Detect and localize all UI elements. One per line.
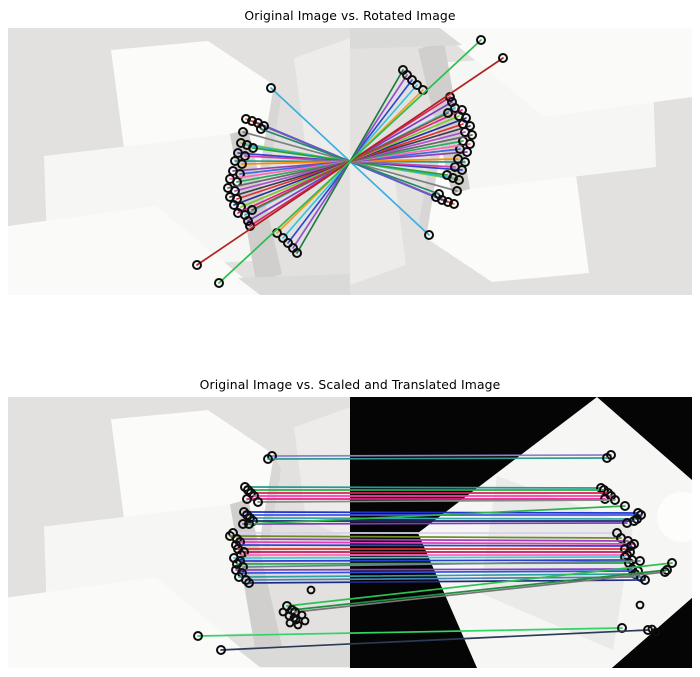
keypoint-marker [651, 627, 661, 637]
keypoint-marker [407, 75, 417, 85]
keypoint-marker [600, 494, 610, 504]
figure1-matches [192, 35, 508, 288]
match-line [242, 560, 641, 568]
figure1-match-canvas [8, 28, 692, 295]
match-line [249, 517, 638, 520]
match-line [218, 39, 482, 284]
keypoint-marker [620, 501, 630, 511]
match-line [239, 559, 633, 562]
keypoint-marker [443, 197, 453, 207]
keypoint-marker [447, 97, 457, 107]
keypoint-marker [247, 205, 257, 215]
keypoint-marker [292, 248, 302, 258]
keypoint-marker [216, 645, 226, 655]
keypoint-marker [214, 278, 224, 288]
keypoint-marker [248, 143, 258, 153]
keypoint-marker [635, 600, 645, 610]
keypoint-marker [622, 518, 632, 528]
match-line [241, 570, 639, 574]
keypoint-marker [244, 578, 254, 588]
match-line [291, 569, 668, 611]
match-line [257, 499, 616, 503]
keypoint-marker [238, 127, 248, 137]
right-pale-sheet [294, 407, 350, 539]
keypoint-marker [452, 186, 462, 196]
keypoint-marker [238, 519, 248, 529]
figure1-title: Original Image vs. Rotated Image [244, 8, 456, 23]
keypoint-marker [242, 494, 252, 504]
match-line [242, 522, 628, 525]
keypoint-marker [192, 260, 202, 270]
black-top-right-notch [640, 400, 692, 470]
keypoint-marker [498, 53, 508, 63]
match-line [235, 568, 633, 571]
keypoint-marker [640, 575, 650, 585]
match-line [244, 486, 602, 489]
match-line [286, 562, 673, 607]
match-line [248, 505, 626, 525]
keypoint-marker [237, 159, 247, 169]
bottom-white-sheet [436, 28, 692, 117]
match-line [243, 511, 639, 514]
match-line [229, 535, 622, 539]
original-image [8, 397, 350, 668]
bottom-right-shade [238, 274, 350, 295]
match-line [233, 556, 626, 559]
original-image-left [8, 397, 350, 668]
keypoint-marker [236, 138, 246, 148]
match-line [267, 457, 608, 460]
right-pale-sheet [294, 38, 350, 168]
match-line [245, 576, 642, 581]
match-line [239, 541, 635, 545]
keypoint-marker [306, 585, 316, 595]
figure2-match-canvas [8, 397, 692, 668]
match-line [294, 571, 666, 613]
paper-curl [657, 492, 692, 542]
keypoint-marker [454, 175, 464, 185]
keypoint-marker [434, 189, 444, 199]
keypoint-marker [247, 116, 257, 126]
keypoint-marker [424, 230, 434, 240]
keypoint-marker [398, 65, 408, 75]
keypoint-marker [278, 607, 288, 617]
keypoint-marker [662, 565, 672, 575]
match-line [235, 544, 632, 547]
keypoint-marker [263, 454, 273, 464]
keypoint-marker [453, 154, 463, 164]
bottom-right-shade [238, 645, 350, 668]
keypoint-marker [256, 124, 266, 134]
keypoint-marker [610, 495, 620, 505]
keypoint-marker [643, 625, 653, 635]
keypoint-marker [278, 233, 288, 243]
keypoint-marker [412, 80, 422, 90]
figure2-matches [193, 450, 677, 655]
keypoint-marker [442, 170, 452, 180]
bottom-white-sheet [8, 206, 264, 295]
keypoint-marker [243, 216, 253, 226]
keypoint-marker [667, 558, 677, 568]
match-line [220, 629, 649, 651]
match-line [271, 454, 612, 457]
keypoint-marker [476, 35, 486, 45]
match-line [197, 627, 623, 637]
keypoint-marker [253, 497, 263, 507]
right-pale-sheet [350, 155, 406, 285]
keypoint-marker [602, 453, 612, 463]
keypoint-marker [193, 631, 203, 641]
keypoint-marker [449, 199, 459, 209]
keypoint-marker [443, 108, 453, 118]
keypoint-marker [293, 620, 303, 630]
keypoint-marker [241, 114, 251, 124]
keypoint-marker [289, 613, 299, 623]
bottom-white-sheet [8, 577, 264, 668]
keypoint-marker [635, 556, 645, 566]
match-line [236, 538, 629, 542]
keypoint-marker [283, 238, 293, 248]
bottom-right-shade [350, 28, 462, 49]
keypoint-marker [300, 616, 310, 626]
keypoint-marker [660, 567, 670, 577]
keypoint-marker [266, 83, 276, 93]
figure2-title: Original Image vs. Scaled and Translated… [199, 377, 501, 392]
keypoint-marker [244, 519, 254, 529]
